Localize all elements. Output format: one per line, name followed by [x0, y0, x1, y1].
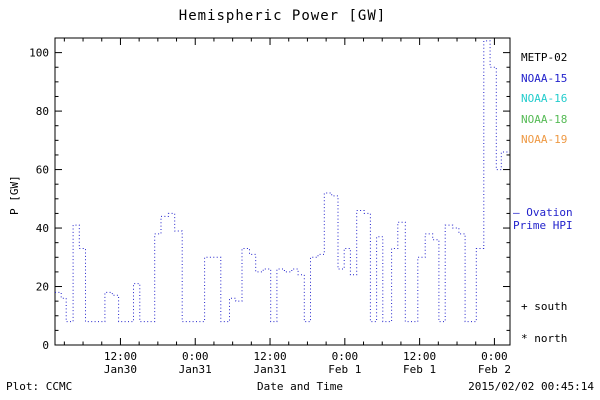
x-tick-time: 12:00 [104, 350, 137, 363]
ovation-prime-hpi-label: – Ovation Prime HPI [513, 206, 573, 232]
north-marker-label: * north [521, 332, 568, 345]
y-tick-label: 100 [29, 47, 49, 60]
line-sample-dash: – [513, 206, 520, 219]
hpi-step-line [55, 40, 510, 323]
x-tick-date: Jan31 [179, 363, 212, 376]
south-marker-label: + south [521, 300, 568, 313]
x-tick-time: 12:00 [403, 350, 436, 363]
x-tick-date: Jan31 [253, 363, 286, 376]
y-tick-label: 40 [36, 222, 49, 235]
y-tick-label: 0 [42, 339, 49, 352]
x-tick-date: Jan30 [104, 363, 137, 376]
legend-item-metp02: METP-02 [521, 51, 568, 64]
x-tick-date: Feb 2 [478, 363, 511, 376]
x-tick-date: Feb 1 [328, 363, 361, 376]
x-axis-label: Date and Time [256, 380, 344, 393]
ovation-word1: Ovation [526, 206, 573, 219]
ovation-word2: Prime HPI [513, 219, 573, 232]
plot-source-label: Plot: CCMC [6, 380, 73, 393]
legend-item-noaa16: NOAA-16 [521, 92, 568, 105]
plot-timestamp: 2015/02/02 00:45:14 [468, 380, 594, 393]
x-tick-time: 0:00 [332, 350, 359, 363]
y-tick-label: 60 [36, 164, 49, 177]
legend-item-noaa15: NOAA-15 [521, 71, 568, 85]
x-tick-time: 0:00 [481, 350, 508, 363]
plot-frame [54, 37, 511, 346]
satellite-legend: METP-02 NOAA-15 NOAA-16 NOAA-18 NOAA-19 [521, 48, 567, 151]
ovation-line1: – Ovation [513, 206, 573, 219]
x-tick-time: 12:00 [253, 350, 286, 363]
y-tick-label: 80 [36, 105, 49, 118]
legend-item-noaa18: NOAA-18 [521, 112, 568, 126]
chart-title: Hemispheric Power [GW] [178, 8, 387, 24]
legend-item-noaa19: NOAA-19 [521, 133, 568, 146]
x-tick-time: 0:00 [182, 350, 209, 363]
x-tick-date: Feb 1 [403, 363, 436, 376]
y-tick-label: 20 [36, 281, 49, 294]
